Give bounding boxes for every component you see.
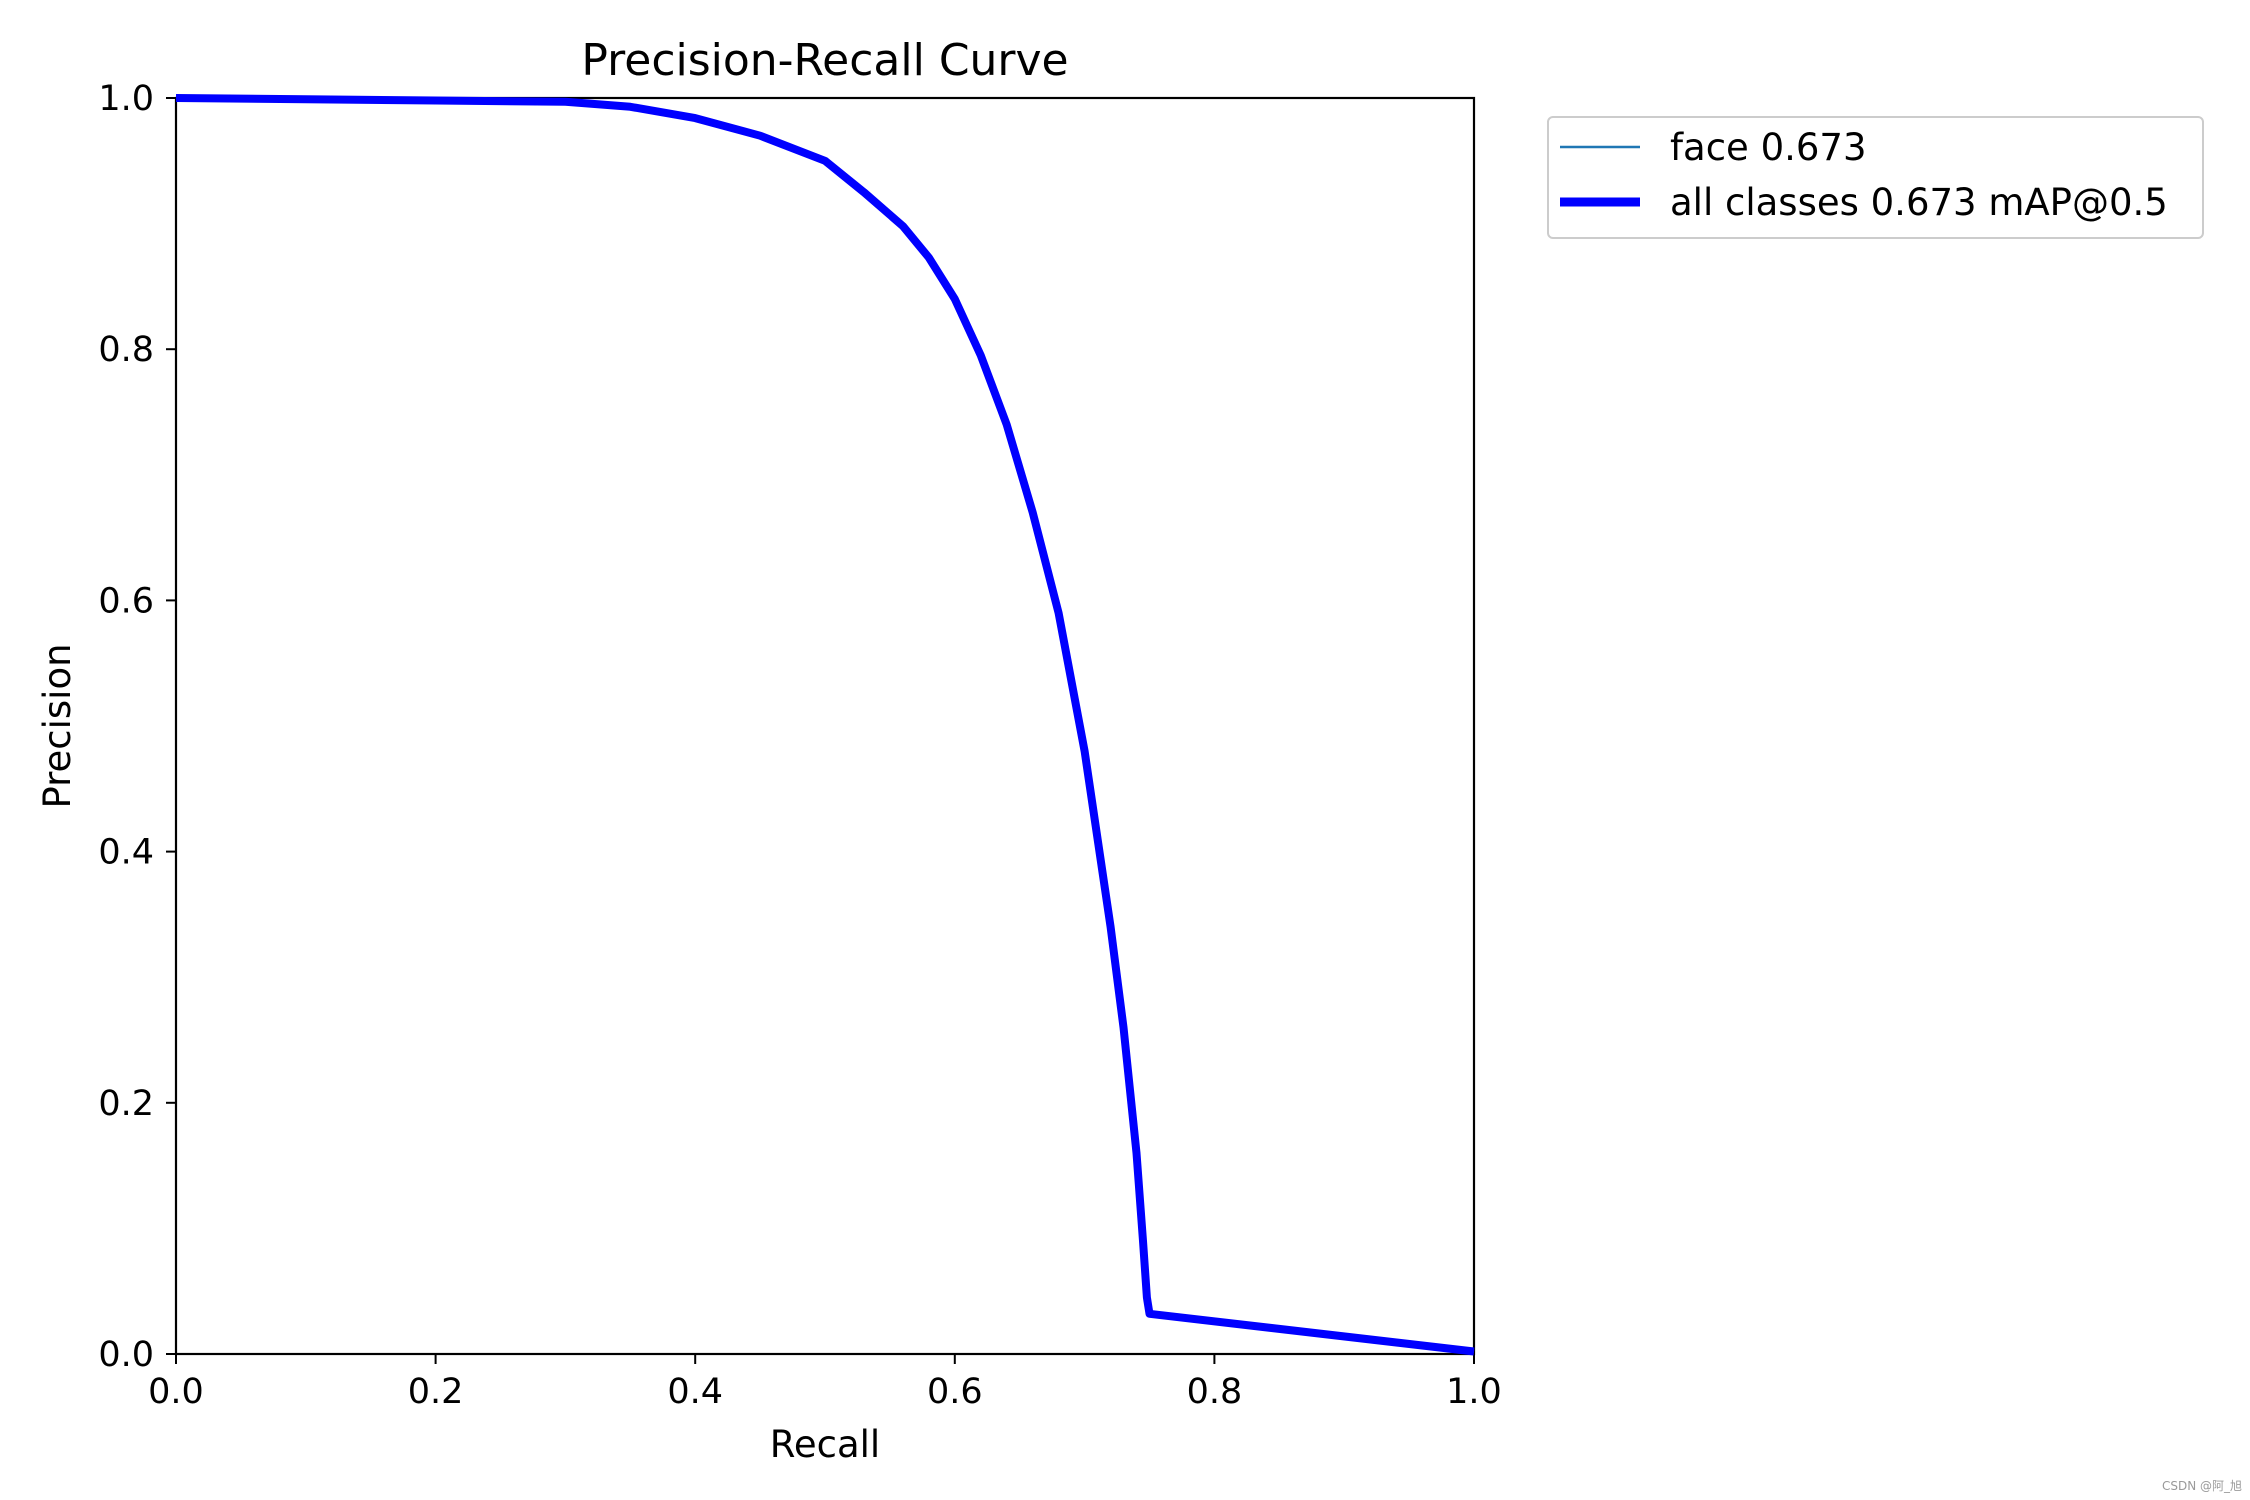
legend: face 0.673 all classes 0.673 mAP@0.5: [1547, 116, 2204, 239]
legend-label-face: face 0.673: [1670, 126, 1867, 169]
x-tick-label: 0.4: [667, 1372, 723, 1412]
y-axis-ticks: 0.0 0.2 0.4 0.6 0.8 1.0: [98, 79, 176, 1375]
legend-box: [1547, 116, 2204, 239]
watermark: CSDN @阿_旭: [2161, 1479, 2242, 1493]
y-tick-label: 1.0: [98, 79, 154, 119]
y-tick-label: 0.6: [98, 581, 154, 621]
y-tick-label: 0.4: [98, 833, 154, 873]
chart-title: Precision-Recall Curve: [581, 35, 1068, 86]
series-line-0: [175, 96, 1475, 1353]
x-axis-ticks: 0.0 0.2 0.4 0.6 0.8 1.0: [148, 1354, 1502, 1412]
x-tick-label: 0.0: [148, 1372, 204, 1412]
x-axis-label: Recall: [770, 1423, 880, 1466]
y-tick-label: 0.0: [98, 1335, 154, 1375]
y-axis-label: Precision: [36, 643, 79, 808]
series-layer: [175, 94, 1475, 1356]
x-tick-label: 0.2: [408, 1372, 464, 1412]
x-tick-label: 1.0: [1446, 1372, 1502, 1412]
y-tick-label: 0.2: [98, 1084, 154, 1124]
plot-frame: [174, 96, 1476, 1356]
legend-label-all-classes: all classes 0.673 mAP@0.5: [1670, 181, 2168, 224]
x-tick-label: 0.8: [1187, 1372, 1243, 1412]
series-line-1: [175, 94, 1475, 1356]
y-tick-label: 0.8: [98, 330, 154, 370]
x-tick-label: 0.6: [927, 1372, 983, 1412]
